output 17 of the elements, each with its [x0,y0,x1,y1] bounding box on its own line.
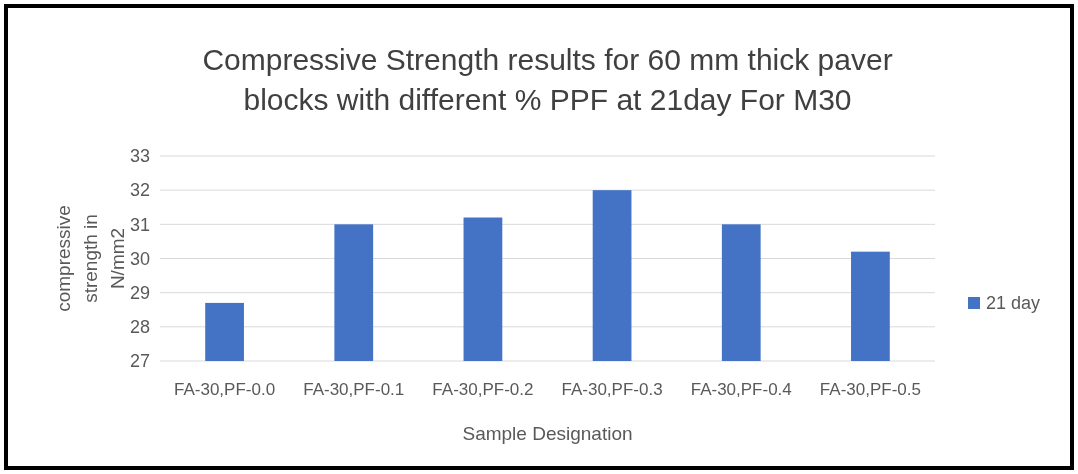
y-tick-label: 33 [129,146,150,167]
y-axis-title: compressive strength in N/mm2 [53,205,128,312]
y-tick-label: 31 [129,214,150,235]
x-axis-title: Sample Designation [462,423,633,444]
y-tick-label: 30 [129,248,150,269]
x-tick-label: FA-30,PF-0.2 [432,380,534,399]
chart-title: Compressive Strength results for 60 mm thick paver blocks with different % PPF at 21day For M30 [202,43,893,116]
x-tick-label: FA-30,PF-0.4 [690,380,792,399]
x-tick-label: FA-30,PF-0.5 [819,380,921,399]
x-tick-label: FA-30,PF-0.0 [174,380,276,399]
x-tick-label: FA-30,PF-0.3 [561,380,663,399]
x-tick-label: FA-30,PF-0.1 [303,380,405,399]
y-tick-label: 27 [129,351,150,372]
y-tick-label: 32 [129,180,150,201]
y-tick-label: 29 [129,282,150,303]
y-tick-label: 28 [129,317,150,338]
legend-label: 21 day [986,293,1041,314]
